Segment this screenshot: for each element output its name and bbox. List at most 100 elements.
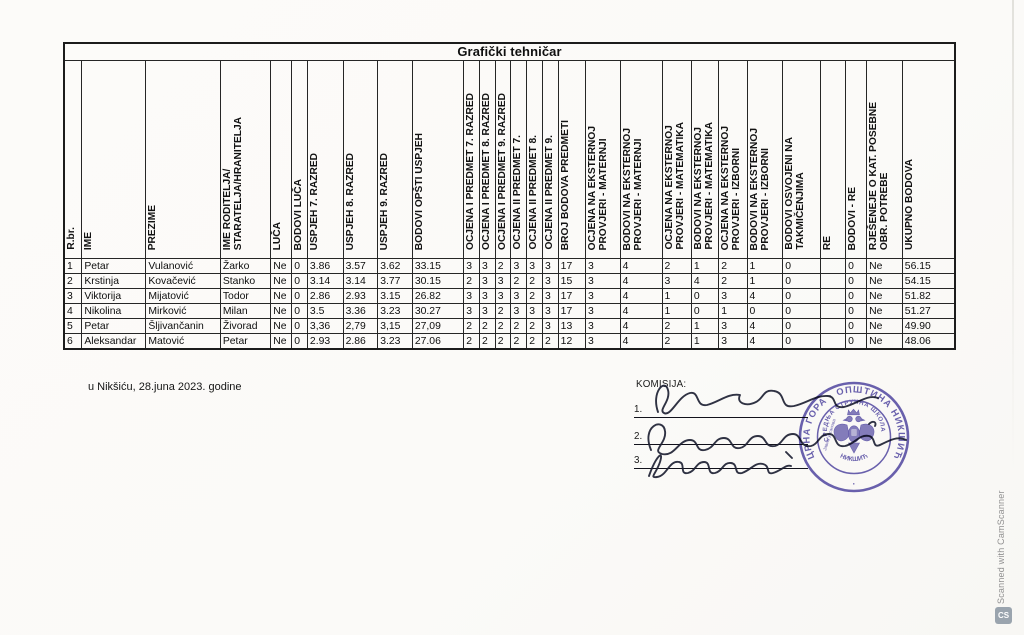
table-cell: Ne	[270, 288, 293, 304]
table-cell: 3	[541, 273, 559, 289]
table-cell: 3	[479, 273, 496, 289]
column-header-label: BODOVI OPŠTI USPJEH	[413, 132, 425, 250]
table-cell: 54.15	[901, 273, 956, 289]
table-cell: 33.15	[411, 258, 465, 274]
table-row: 2 Krstinja Kovačević Stanko Ne 0 3.14 3.14 3.77 3…	[63, 273, 956, 289]
table-cell: 2.86	[342, 333, 379, 350]
table-cell: Kovačević	[145, 273, 221, 289]
table-cell: 0	[291, 318, 308, 334]
table-cell: 0	[845, 273, 868, 289]
table-cell: 2.93	[306, 333, 344, 350]
table-cell: 2	[661, 333, 692, 350]
table-cell	[819, 303, 847, 319]
table-cell: 4	[619, 258, 663, 274]
eagle-beak-left	[842, 417, 848, 422]
table-cell: 5	[63, 318, 83, 334]
table-cell: 3	[479, 258, 496, 274]
table-cell: 3.62	[377, 258, 413, 274]
table-cell: 3	[479, 303, 496, 319]
table-row: 6 Aleksandar Matović Petar Ne 0 2.93 2.86 3.23 27…	[63, 333, 956, 350]
column-header-label: OCJENA II PREDMET 8.	[528, 135, 540, 250]
stamp-inner-bottom-text: НИКШИЋ	[839, 453, 870, 464]
table-row: 5 Petar Šljivančanin Živorad Ne 0 3,36 2,79 3,15…	[63, 318, 956, 334]
signature-stroke-2-accent	[868, 420, 877, 427]
commission-label: KOMISIJA:	[636, 379, 687, 390]
table-cell: 2	[510, 273, 528, 289]
camscanner-label: Scanned with CamScanner	[996, 490, 1006, 604]
table-cell: 27,09	[411, 318, 465, 334]
table-cell: 0	[845, 303, 868, 319]
table-cell: 26.82	[411, 288, 465, 304]
results-table: Grafički tehničar R.br. IME PREZIME IME ROD…	[63, 42, 956, 350]
table-cell: 4	[746, 318, 784, 334]
table-cell: 1	[690, 318, 720, 334]
table-cell: 3	[541, 318, 559, 334]
table-cell: 3.77	[377, 273, 413, 289]
table-cell: 3.86	[306, 258, 344, 274]
table-cell: 2	[661, 318, 692, 334]
table-cell	[819, 288, 847, 304]
eagle-beak-right	[860, 417, 866, 422]
column-header: R.br.	[63, 60, 83, 259]
column-header-label: BODOVI LUČA	[293, 178, 305, 250]
table-cell: 3	[494, 288, 512, 304]
table-cell: Ne	[270, 333, 293, 350]
table-cell: Ne	[866, 258, 903, 274]
table-cell: 3	[463, 303, 480, 319]
column-header: BROJ BODOVA PREDMETI	[557, 60, 586, 259]
table-cell: 27.06	[411, 333, 465, 350]
table-cell: 0	[291, 288, 308, 304]
table-cell: 0	[845, 333, 868, 350]
column-header: BODOVI NA EKSTERNOJ PROVJERI - MATERNJI	[619, 60, 663, 259]
table-cell: 15	[557, 273, 586, 289]
table-cell: 4	[63, 303, 83, 319]
column-header: OCJENA NA EKSTERNOJ PROVJERI - MATERNJI	[584, 60, 621, 259]
table-cell: 3	[584, 333, 621, 350]
camscanner-logo: CS	[995, 607, 1012, 624]
table-cell: 2	[718, 258, 748, 274]
table-cell: 3.15	[377, 288, 413, 304]
table-cell: 4	[690, 273, 720, 289]
column-header: OCJENA I PREDMET 7. RAZRED	[463, 60, 480, 259]
column-header: BODOVI LUČA	[291, 60, 308, 259]
table-cell: 2	[463, 318, 480, 334]
commission-line-1: 1.	[634, 404, 808, 418]
table-cell: 3	[661, 273, 692, 289]
table-cell: Ne	[866, 318, 903, 334]
table-cell: 4	[619, 333, 663, 350]
table-cell: Ne	[270, 258, 293, 274]
table-cell: 0	[782, 333, 821, 350]
table-cell: 2.86	[306, 288, 344, 304]
column-header: PREZIME	[145, 60, 221, 259]
column-header: USPJEH 8. RAZRED	[342, 60, 379, 259]
table-cell: Žarko	[219, 258, 272, 274]
table-cell: 2	[526, 288, 543, 304]
table-cell: 3	[510, 258, 528, 274]
signature-stroke-3-accent	[785, 451, 793, 459]
table-cell: 0	[291, 273, 308, 289]
signature-stroke-1	[655, 384, 879, 415]
table-cell: 3	[584, 318, 621, 334]
table-cell: 0	[291, 303, 308, 319]
table-cell: 2	[494, 258, 512, 274]
table-cell: Ne	[270, 273, 293, 289]
eagle-crown	[847, 408, 860, 416]
table-cell: 2	[718, 273, 748, 289]
table-cell: 2	[494, 303, 512, 319]
table-cell: 4	[619, 288, 663, 304]
table-cell: 1	[718, 303, 748, 319]
table-cell: 1	[63, 258, 83, 274]
column-header: USPJEH 7. RAZRED	[306, 60, 344, 259]
table-cell: 2	[526, 273, 543, 289]
eagle-head-left	[846, 415, 853, 423]
header-row: R.br. IME PREZIME IME RODITELJA/ STARATELJA…	[63, 60, 956, 259]
table-title-row: Grafički tehničar	[63, 42, 956, 61]
column-header-label: R.br.	[66, 227, 77, 250]
table-cell: 13	[557, 318, 586, 334]
table-cell: 2	[479, 318, 496, 334]
signatures	[647, 384, 907, 479]
table-cell: 4	[619, 303, 663, 319]
signature-stroke-3	[648, 454, 792, 479]
column-header-label: OCJENA II PREDMET 9.	[543, 135, 555, 250]
column-header-label: USPJEH 8. RAZRED	[344, 152, 356, 250]
